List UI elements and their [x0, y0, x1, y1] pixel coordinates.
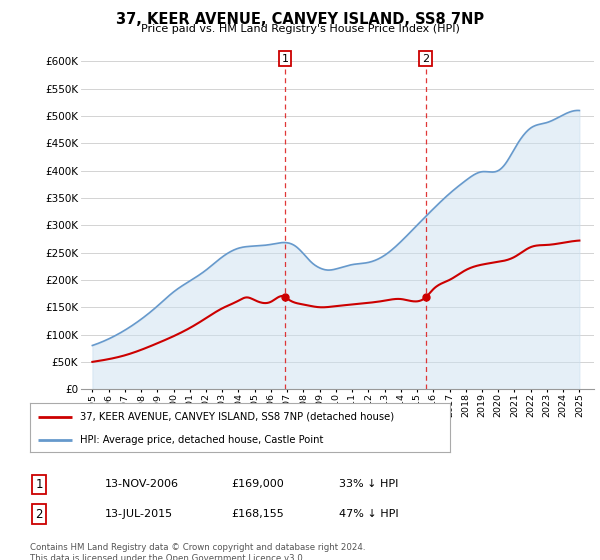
Text: £169,000: £169,000 [231, 479, 284, 489]
Text: 1: 1 [281, 54, 289, 64]
Text: 37, KEER AVENUE, CANVEY ISLAND, SS8 7NP: 37, KEER AVENUE, CANVEY ISLAND, SS8 7NP [116, 12, 484, 27]
Text: £168,155: £168,155 [231, 509, 284, 519]
Text: 13-JUL-2015: 13-JUL-2015 [105, 509, 173, 519]
Text: 1: 1 [35, 478, 43, 491]
Text: 37, KEER AVENUE, CANVEY ISLAND, SS8 7NP (detached house): 37, KEER AVENUE, CANVEY ISLAND, SS8 7NP … [80, 412, 395, 422]
Text: 2: 2 [35, 507, 43, 521]
Text: 33% ↓ HPI: 33% ↓ HPI [339, 479, 398, 489]
Text: Contains HM Land Registry data © Crown copyright and database right 2024.
This d: Contains HM Land Registry data © Crown c… [30, 543, 365, 560]
Text: 47% ↓ HPI: 47% ↓ HPI [339, 509, 398, 519]
Text: HPI: Average price, detached house, Castle Point: HPI: Average price, detached house, Cast… [80, 435, 324, 445]
Text: 2: 2 [422, 54, 430, 64]
Text: 13-NOV-2006: 13-NOV-2006 [105, 479, 179, 489]
Text: Price paid vs. HM Land Registry's House Price Index (HPI): Price paid vs. HM Land Registry's House … [140, 24, 460, 34]
